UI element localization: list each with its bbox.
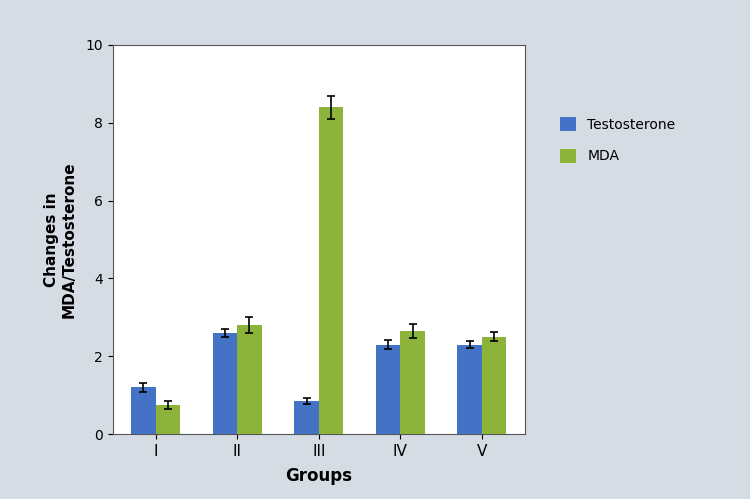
- Bar: [213, 333, 237, 434]
- X-axis label: Groups: Groups: [285, 467, 352, 485]
- Bar: [400, 331, 424, 434]
- Y-axis label: Changes in
MDA/Testosterone: Changes in MDA/Testosterone: [44, 161, 76, 318]
- Legend: Testosterone, MDA: Testosterone, MDA: [553, 110, 682, 170]
- Bar: [294, 401, 319, 434]
- Bar: [319, 107, 344, 434]
- Bar: [237, 325, 262, 434]
- Bar: [156, 405, 180, 434]
- Bar: [482, 337, 506, 434]
- Bar: [131, 387, 156, 434]
- Bar: [458, 345, 482, 434]
- Bar: [376, 345, 400, 434]
